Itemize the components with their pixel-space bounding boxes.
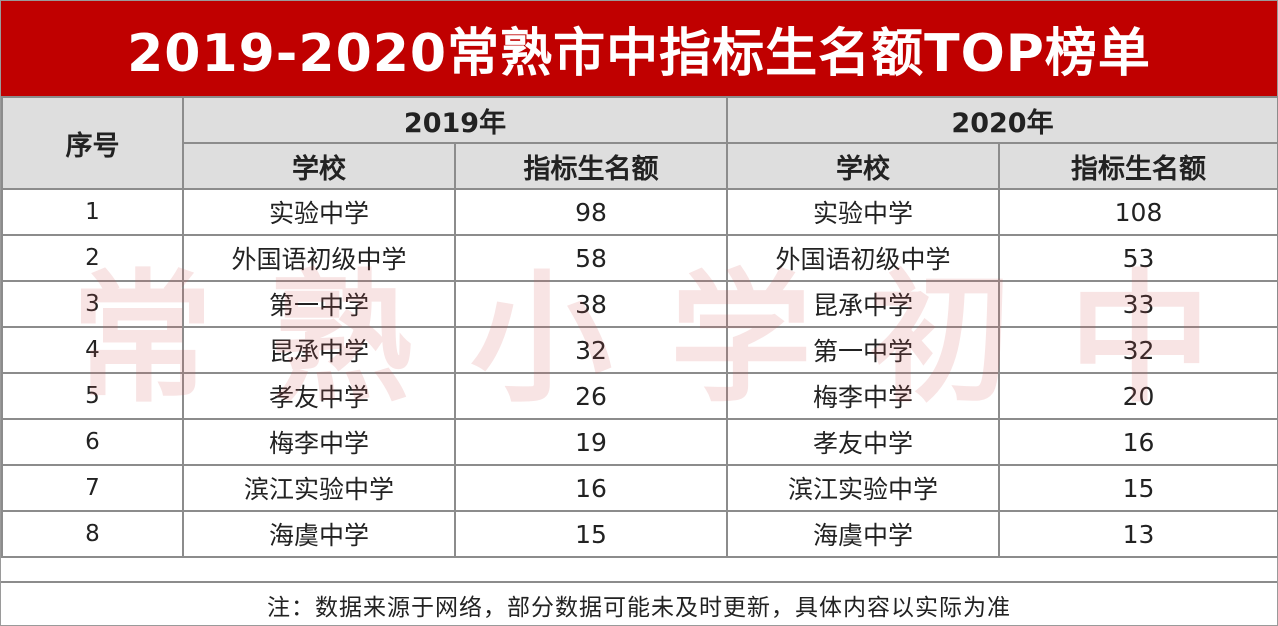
school-2020-cell: 海虞中学 [726, 510, 1000, 558]
quota-2020-cell: 108 [998, 188, 1278, 236]
school-2020-cell: 昆承中学 [726, 280, 1000, 328]
table-row: 2 外国语初级中学 58 外国语初级中学 53 [1, 234, 1278, 282]
rank-cell: 2 [1, 234, 184, 282]
year-2020-header: 2020年 [726, 96, 1278, 144]
school-2020-cell: 梅李中学 [726, 372, 1000, 420]
school-2020-cell: 外国语初级中学 [726, 234, 1000, 282]
rank-cell: 5 [1, 372, 184, 420]
school-2020-header: 学校 [726, 142, 1000, 190]
rank-cell: 6 [1, 418, 184, 466]
school-2019-cell: 滨江实验中学 [182, 464, 456, 512]
rank-cell: 7 [1, 464, 184, 512]
rank-cell: 3 [1, 280, 184, 328]
school-2020-cell: 实验中学 [726, 188, 1000, 236]
quota-2019-cell: 58 [454, 234, 728, 282]
rank-cell: 1 [1, 188, 184, 236]
school-2019-cell: 孝友中学 [182, 372, 456, 420]
quota-2020-header: 指标生名额 [998, 142, 1278, 190]
quota-2019-cell: 38 [454, 280, 728, 328]
quota-2020-cell: 20 [998, 372, 1278, 420]
table-row: 6 梅李中学 19 孝友中学 16 [1, 418, 1278, 466]
table-row: 7 滨江实验中学 16 滨江实验中学 15 [1, 464, 1278, 512]
quota-2019-cell: 16 [454, 464, 728, 512]
quota-2019-cell: 98 [454, 188, 728, 236]
quota-2020-cell: 33 [998, 280, 1278, 328]
year-2019-header: 2019年 [182, 96, 728, 144]
rank-cell: 4 [1, 326, 184, 374]
school-2019-cell: 梅李中学 [182, 418, 456, 466]
school-2020-cell: 滨江实验中学 [726, 464, 1000, 512]
quota-2019-cell: 32 [454, 326, 728, 374]
table-row: 5 孝友中学 26 梅李中学 20 [1, 372, 1278, 420]
footnote: 注：数据来源于网络，部分数据可能未及时更新，具体内容以实际为准 [1, 581, 1277, 626]
school-2019-cell: 实验中学 [182, 188, 456, 236]
table-row: 1 实验中学 98 实验中学 108 [1, 188, 1278, 236]
quota-2020-cell: 53 [998, 234, 1278, 282]
school-2019-cell: 第一中学 [182, 280, 456, 328]
quota-2020-cell: 32 [998, 326, 1278, 374]
school-2019-cell: 海虞中学 [182, 510, 456, 558]
quota-2019-cell: 15 [454, 510, 728, 558]
rank-cell: 8 [1, 510, 184, 558]
school-2019-cell: 昆承中学 [182, 326, 456, 374]
quota-2019-header: 指标生名额 [454, 142, 728, 190]
ranking-table: 序号 2019年 2020年 学校 指标生名额 学校 指标生名额 1 实验中学 … [1, 96, 1278, 558]
table-row: 3 第一中学 38 昆承中学 33 [1, 280, 1278, 328]
quota-2019-cell: 26 [454, 372, 728, 420]
school-2020-cell: 孝友中学 [726, 418, 1000, 466]
quota-2020-cell: 13 [998, 510, 1278, 558]
table-row: 8 海虞中学 15 海虞中学 13 [1, 510, 1278, 558]
table-row: 4 昆承中学 32 第一中学 32 [1, 326, 1278, 374]
page-title: 2019-2020常熟市中指标生名额TOP榜单 [1, 1, 1277, 96]
school-2019-header: 学校 [182, 142, 456, 190]
school-2019-cell: 外国语初级中学 [182, 234, 456, 282]
rank-header: 序号 [1, 96, 184, 190]
school-2020-cell: 第一中学 [726, 326, 1000, 374]
quota-2020-cell: 16 [998, 418, 1278, 466]
quota-2020-cell: 15 [998, 464, 1278, 512]
quota-2019-cell: 19 [454, 418, 728, 466]
